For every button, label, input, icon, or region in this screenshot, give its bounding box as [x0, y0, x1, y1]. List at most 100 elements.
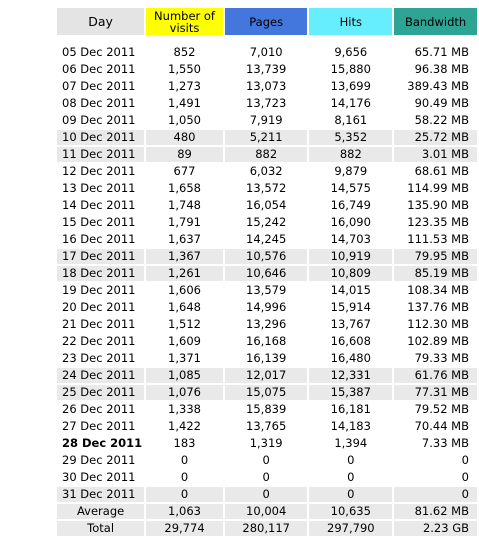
cell-bandwidth: 108.34 MB: [394, 281, 477, 298]
cell-pages: 13,579: [224, 281, 308, 298]
cell-day: 20 Dec 2011: [57, 298, 145, 315]
cell-hits: 9,656: [309, 43, 393, 60]
cell-day: 30 Dec 2011: [57, 468, 145, 485]
cell-bandwidth: 135.90 MB: [394, 196, 477, 213]
cell-visits: 1,609: [146, 332, 223, 349]
cell-day: 06 Dec 2011: [57, 60, 145, 77]
cell-bandwidth: 90.49 MB: [394, 94, 477, 111]
cell-visits: 480: [146, 128, 223, 145]
cell-day: 10 Dec 2011: [57, 128, 145, 145]
cell-bandwidth: 111.53 MB: [394, 230, 477, 247]
cell-hits: 882: [309, 145, 393, 162]
cell-pages: 7,010: [224, 43, 308, 60]
cell-hits: 1,394: [309, 434, 393, 451]
cell-hits: 0: [309, 451, 393, 468]
header-row: Day Number of visits Pages Hits Bandwidt…: [57, 8, 477, 43]
table-row: 25 Dec 2011 1,076 15,075 15,387 77.31 MB: [57, 383, 477, 400]
cell-pages: 10,576: [224, 247, 308, 264]
cell-visits: 1,491: [146, 94, 223, 111]
cell-visits: 183: [146, 434, 223, 451]
cell-hits: 15,387: [309, 383, 393, 400]
cell-hits: 14,015: [309, 281, 393, 298]
cell-day: 29 Dec 2011: [57, 451, 145, 468]
cell-pages: 15,839: [224, 400, 308, 417]
cell-pages: 12,017: [224, 366, 308, 383]
table-row: 30 Dec 2011 0 0 0 0: [57, 468, 477, 485]
total-pages: 280,117: [224, 519, 308, 536]
table-row: 14 Dec 2011 1,748 16,054 16,749 135.90 MB: [57, 196, 477, 213]
cell-hits: 14,703: [309, 230, 393, 247]
daily-stats-table: Day Number of visits Pages Hits Bandwidt…: [55, 8, 479, 536]
table-row: 28 Dec 2011 183 1,319 1,394 7.33 MB: [57, 434, 477, 451]
cell-hits: 16,480: [309, 349, 393, 366]
cell-pages: 13,723: [224, 94, 308, 111]
cell-bandwidth: 389.43 MB: [394, 77, 477, 94]
cell-pages: 1,319: [224, 434, 308, 451]
cell-pages: 13,572: [224, 179, 308, 196]
cell-pages: 0: [224, 468, 308, 485]
cell-day: 13 Dec 2011: [57, 179, 145, 196]
cell-hits: 8,161: [309, 111, 393, 128]
cell-pages: 882: [224, 145, 308, 162]
table-row: 31 Dec 2011 0 0 0 0: [57, 485, 477, 502]
cell-hits: 13,699: [309, 77, 393, 94]
header-day: Day: [57, 8, 145, 43]
cell-visits: 1,748: [146, 196, 223, 213]
cell-day: 05 Dec 2011: [57, 43, 145, 60]
cell-bandwidth: 102.89 MB: [394, 332, 477, 349]
cell-hits: 13,767: [309, 315, 393, 332]
cell-bandwidth: 112.30 MB: [394, 315, 477, 332]
cell-bandwidth: 3.01 MB: [394, 145, 477, 162]
cell-day: 25 Dec 2011: [57, 383, 145, 400]
average-row: Average 1,063 10,004 10,635 81.62 MB: [57, 502, 477, 519]
cell-bandwidth: 79.95 MB: [394, 247, 477, 264]
cell-bandwidth: 61.76 MB: [394, 366, 477, 383]
cell-hits: 14,183: [309, 417, 393, 434]
table-row: 08 Dec 2011 1,491 13,723 14,176 90.49 MB: [57, 94, 477, 111]
cell-visits: 1,512: [146, 315, 223, 332]
cell-visits: 0: [146, 485, 223, 502]
header-bandwidth: Bandwidth: [394, 8, 477, 43]
cell-bandwidth: 77.31 MB: [394, 383, 477, 400]
cell-day: 15 Dec 2011: [57, 213, 145, 230]
cell-day: 07 Dec 2011: [57, 77, 145, 94]
cell-day: 28 Dec 2011: [57, 434, 145, 451]
cell-visits: 1,648: [146, 298, 223, 315]
table-row: 18 Dec 2011 1,261 10,646 10,809 85.19 MB: [57, 264, 477, 281]
cell-visits: 1,637: [146, 230, 223, 247]
cell-visits: 1,076: [146, 383, 223, 400]
cell-pages: 15,242: [224, 213, 308, 230]
cell-pages: 0: [224, 451, 308, 468]
cell-hits: 9,879: [309, 162, 393, 179]
cell-pages: 0: [224, 485, 308, 502]
cell-visits: 1,085: [146, 366, 223, 383]
cell-day: 26 Dec 2011: [57, 400, 145, 417]
cell-hits: 14,176: [309, 94, 393, 111]
cell-day: 18 Dec 2011: [57, 264, 145, 281]
cell-bandwidth: 79.33 MB: [394, 349, 477, 366]
cell-visits: 1,550: [146, 60, 223, 77]
cell-hits: 10,919: [309, 247, 393, 264]
cell-day: 27 Dec 2011: [57, 417, 145, 434]
table-row: 07 Dec 2011 1,273 13,073 13,699 389.43 MB: [57, 77, 477, 94]
cell-day: 31 Dec 2011: [57, 485, 145, 502]
cell-day: 22 Dec 2011: [57, 332, 145, 349]
cell-visits: 1,606: [146, 281, 223, 298]
cell-pages: 13,739: [224, 60, 308, 77]
cell-bandwidth: 68.61 MB: [394, 162, 477, 179]
cell-hits: 10,809: [309, 264, 393, 281]
cell-bandwidth: 79.52 MB: [394, 400, 477, 417]
cell-bandwidth: 0: [394, 468, 477, 485]
average-pages: 10,004: [224, 502, 308, 519]
cell-pages: 10,646: [224, 264, 308, 281]
cell-pages: 15,075: [224, 383, 308, 400]
table-row: 22 Dec 2011 1,609 16,168 16,608 102.89 MB: [57, 332, 477, 349]
cell-visits: 89: [146, 145, 223, 162]
table-row: 17 Dec 2011 1,367 10,576 10,919 79.95 MB: [57, 247, 477, 264]
table-row: 05 Dec 2011 852 7,010 9,656 65.71 MB: [57, 43, 477, 60]
total-label: Total: [57, 519, 145, 536]
cell-visits: 1,338: [146, 400, 223, 417]
cell-day: 08 Dec 2011: [57, 94, 145, 111]
cell-bandwidth: 58.22 MB: [394, 111, 477, 128]
cell-bandwidth: 96.38 MB: [394, 60, 477, 77]
